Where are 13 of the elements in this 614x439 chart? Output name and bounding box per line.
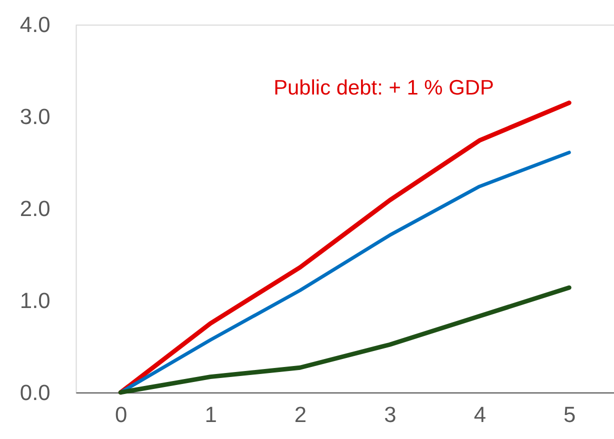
x-tick-label: 2 <box>294 402 307 427</box>
x-tick-label: 3 <box>384 402 396 427</box>
y-tick-label: 3.0 <box>20 104 50 130</box>
y-tick-label: 0.0 <box>20 380 50 405</box>
x-tick-label: 4 <box>474 402 486 427</box>
y-tick-label: 2.0 <box>20 196 50 222</box>
x-tick-label: 5 <box>564 402 576 427</box>
x-tick-label: 0 <box>115 402 128 427</box>
x-tick-label: 1 <box>204 402 217 427</box>
y-tick-label: 4.0 <box>20 12 50 38</box>
series-label: Public debt: + 1 % GDP <box>274 76 494 100</box>
y-tick-label: 1.0 <box>20 288 50 313</box>
line-series <box>118 285 572 395</box>
